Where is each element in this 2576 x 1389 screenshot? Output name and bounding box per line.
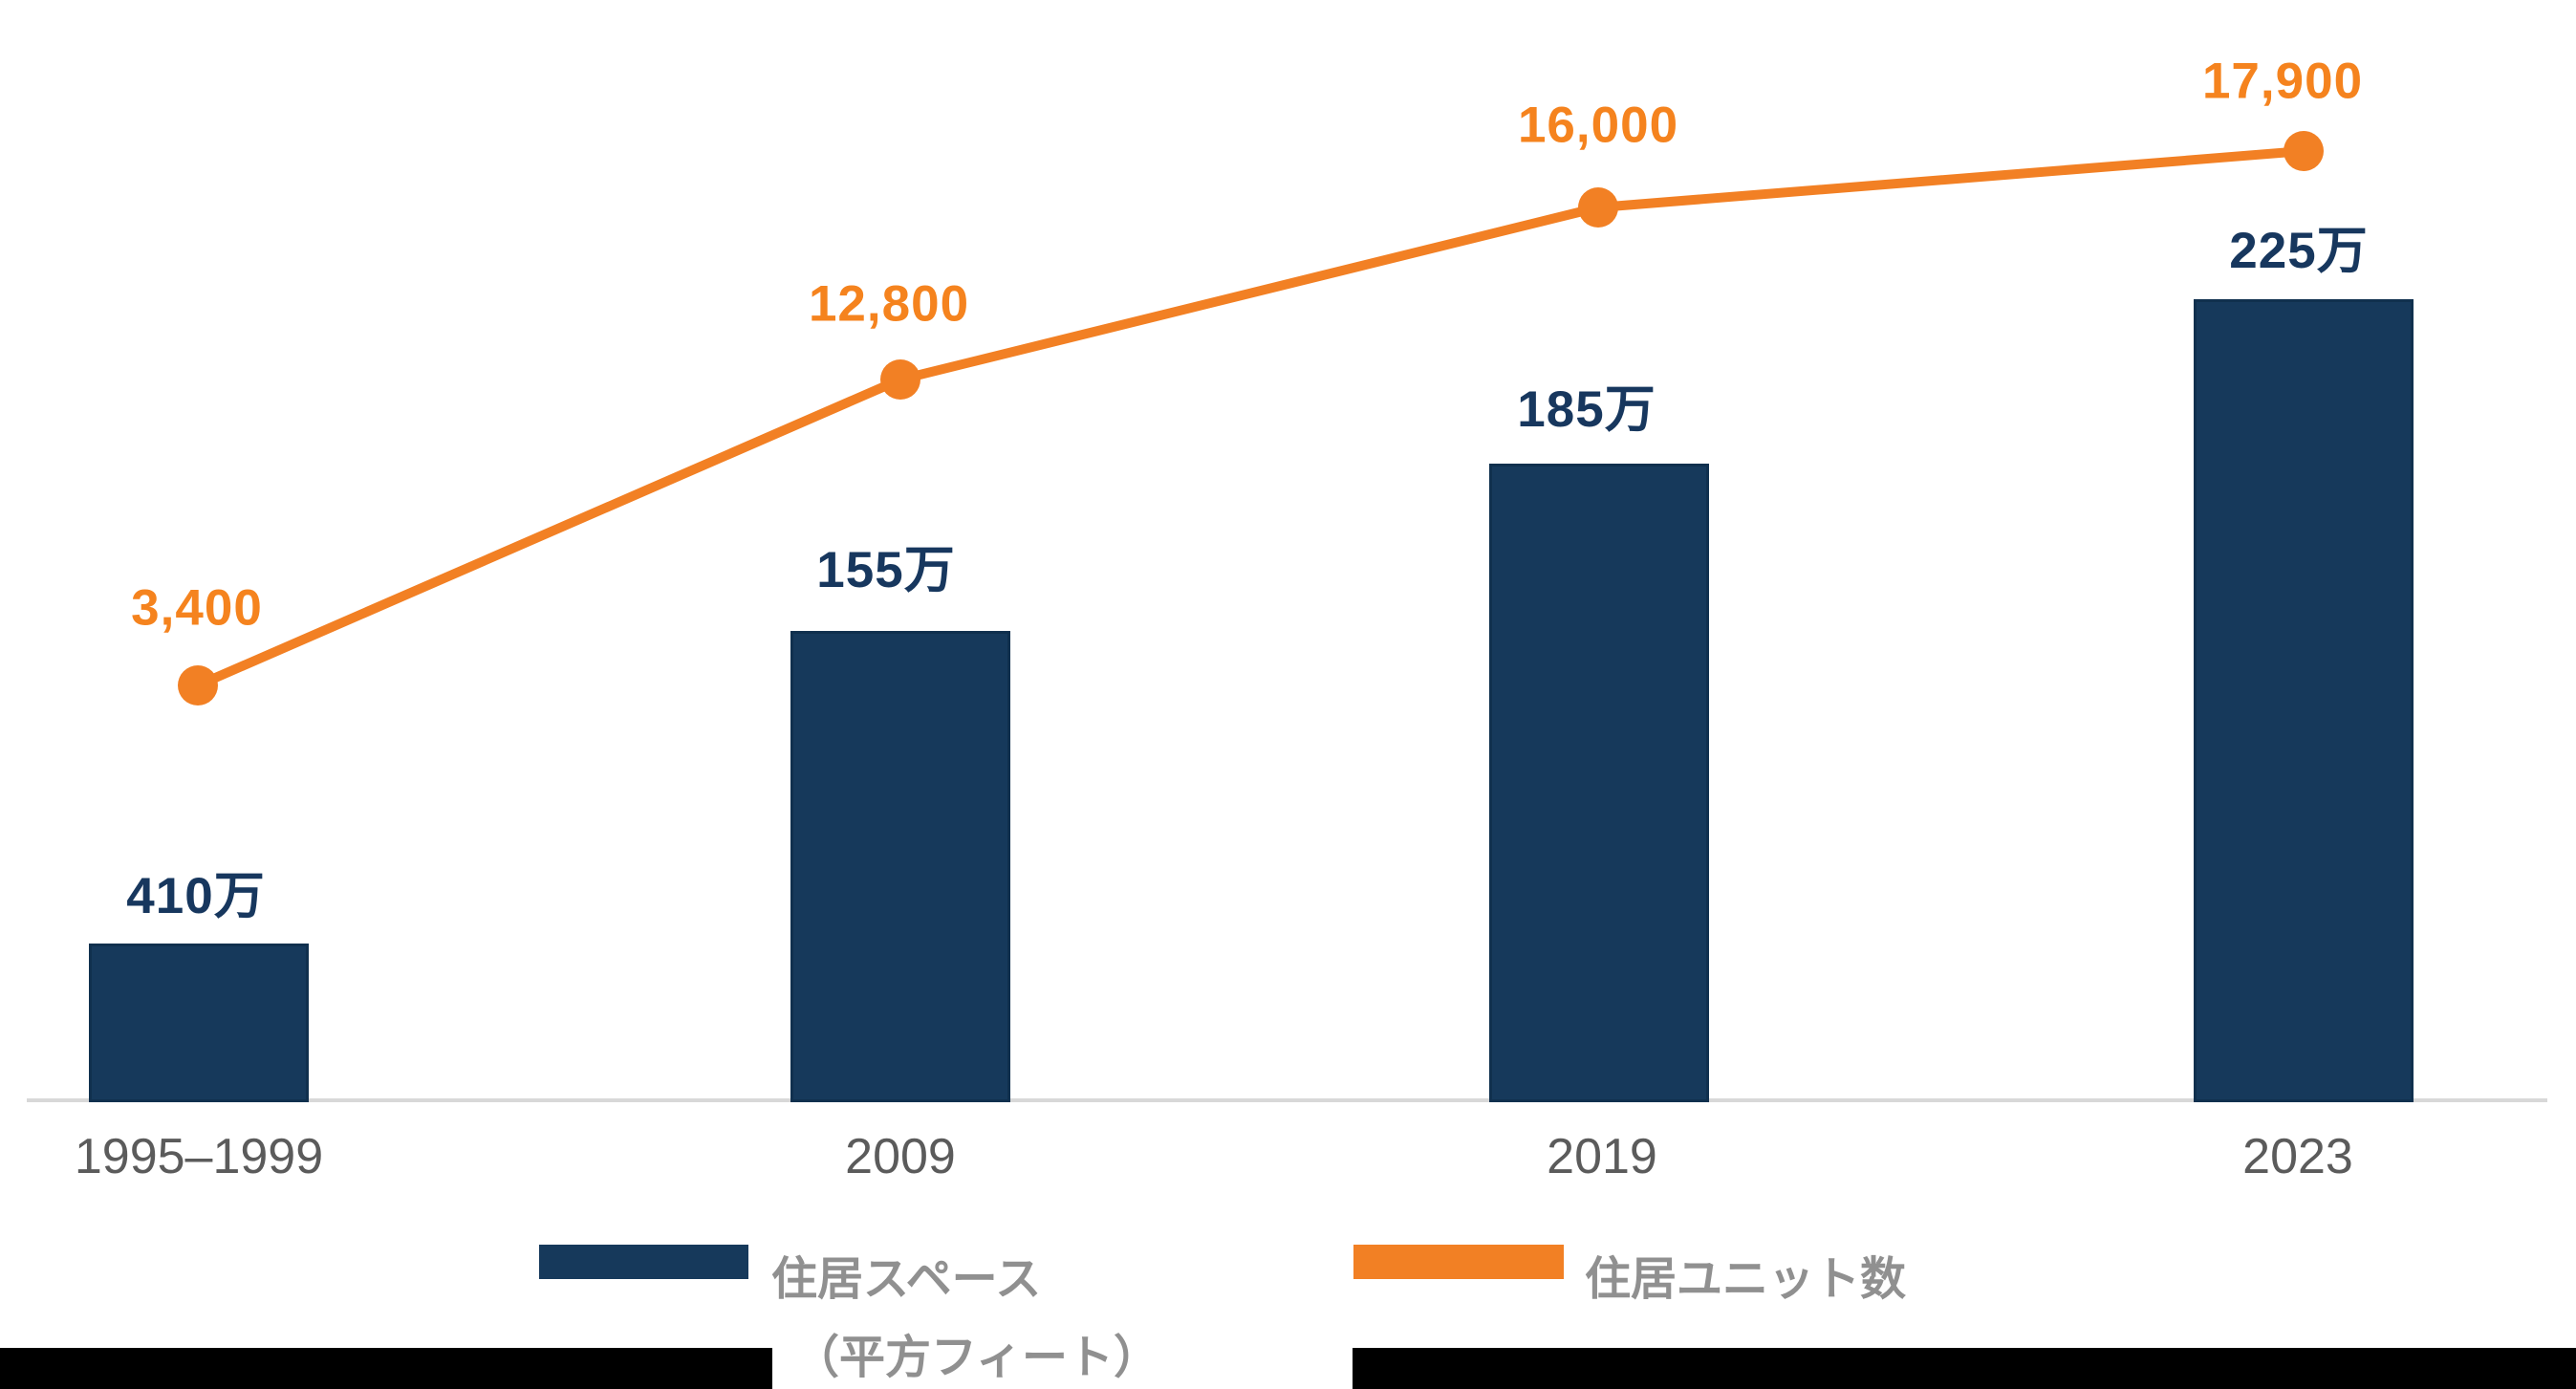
line-value-label: 3,400 (131, 579, 263, 637)
bar-1995–1999 (89, 944, 309, 1102)
line-legend-swatch (1353, 1245, 1564, 1279)
line-value-label: 16,000 (1517, 97, 1679, 154)
x-axis-label: 2023 (2242, 1129, 2353, 1184)
x-axis-label: 2019 (1547, 1129, 1657, 1184)
bar-legend-label-line1: 住居スペース (771, 1254, 1042, 1305)
bar-2019 (1489, 464, 1709, 1102)
bar-2023 (2194, 299, 2414, 1102)
bar-value-label: 225万 (2229, 223, 2369, 279)
units-marker (178, 665, 218, 705)
units-marker (1578, 187, 1618, 228)
x-axis-label: 1995–1999 (74, 1129, 324, 1184)
legend-white-notch (772, 1348, 1353, 1389)
units-marker (880, 359, 920, 400)
bar-value-label: 155万 (816, 542, 956, 598)
bar-legend-label-line2: （平方フィート） (793, 1333, 1160, 1383)
line-legend-label: 住居ユニット数 (1585, 1254, 1907, 1305)
bar-value-label: 185万 (1517, 381, 1656, 438)
bar-value-label: 410万 (126, 868, 266, 924)
bar-legend-swatch (539, 1245, 748, 1279)
x-axis-line (27, 1098, 2547, 1102)
line-value-label: 12,800 (808, 275, 970, 333)
line-value-label: 17,900 (2201, 53, 2364, 110)
units-marker (2284, 131, 2324, 171)
units-polyline (193, 146, 2308, 690)
bar-2009 (790, 631, 1010, 1102)
x-axis-label: 2009 (845, 1129, 956, 1184)
